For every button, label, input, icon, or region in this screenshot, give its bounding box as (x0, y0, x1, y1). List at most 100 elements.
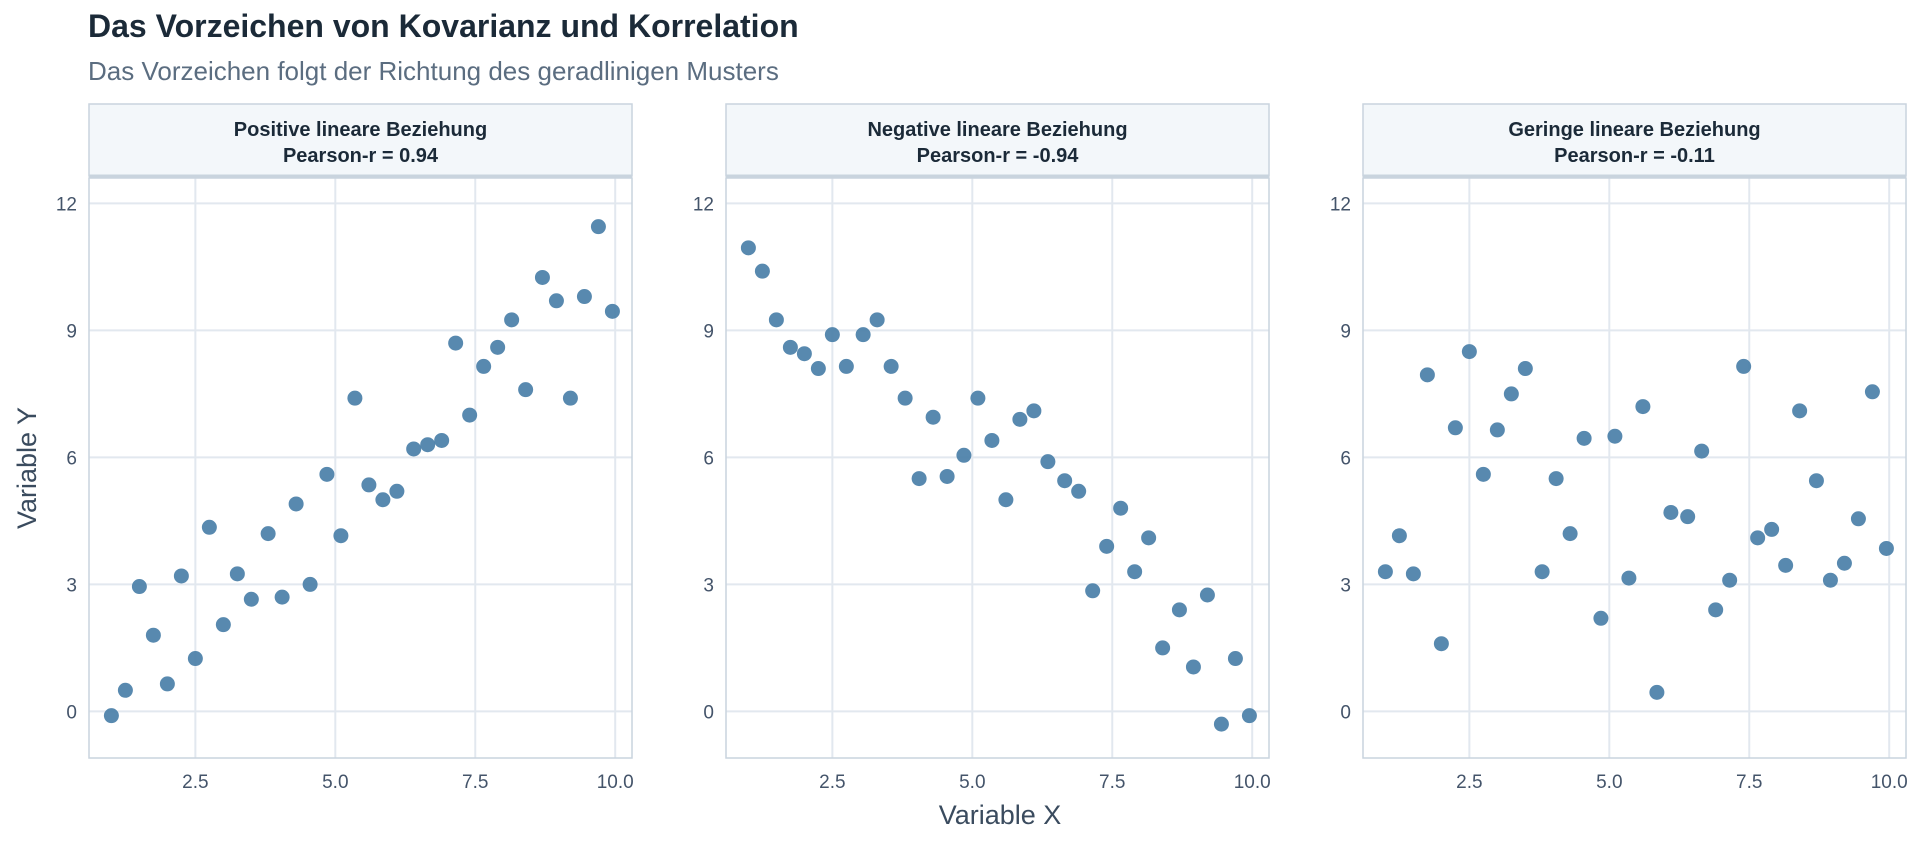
data-point (490, 339, 506, 355)
data-point (476, 358, 492, 374)
x-tick-label: 2.5 (819, 772, 845, 793)
facet-correlation-1: Pearson-r = 0.94 (283, 145, 439, 167)
data-point (1419, 367, 1435, 383)
data-point (883, 358, 899, 374)
data-point (389, 483, 405, 499)
y-tick-label: 3 (1340, 575, 1351, 596)
data-point (1736, 358, 1752, 374)
facet-strip-3 (1362, 103, 1907, 177)
data-point (1722, 572, 1738, 588)
data-point (504, 312, 520, 328)
data-point (229, 566, 245, 582)
data-point (604, 303, 620, 319)
y-tick-label: 0 (1340, 702, 1351, 723)
data-point (782, 339, 798, 355)
data-point (117, 682, 133, 698)
data-point (1085, 583, 1101, 599)
data-point (1012, 411, 1028, 427)
data-point (576, 289, 592, 305)
data-point (1750, 530, 1766, 546)
data-point (1808, 473, 1824, 489)
data-point (1778, 557, 1794, 573)
data-point (434, 432, 450, 448)
data-point (518, 382, 534, 398)
y-tick-label: 9 (1340, 321, 1351, 342)
data-point (1141, 530, 1157, 546)
data-point (1836, 555, 1852, 571)
data-point (1185, 659, 1201, 675)
data-point (534, 269, 550, 285)
x-tick-label: 2.5 (1456, 772, 1482, 793)
data-point (1576, 430, 1592, 446)
data-point (1649, 684, 1665, 700)
data-point (956, 447, 972, 463)
y-tick-label: 12 (1330, 194, 1351, 215)
data-point (1708, 602, 1724, 618)
data-point (740, 240, 756, 256)
y-tick-label: 3 (703, 575, 714, 596)
data-point (869, 312, 885, 328)
data-point (1391, 528, 1407, 544)
data-point (1562, 526, 1578, 542)
data-point (838, 358, 854, 374)
data-point (462, 407, 478, 423)
data-point (274, 589, 290, 605)
x-tick-label: 5.0 (1596, 772, 1622, 793)
data-point (590, 219, 606, 235)
x-tick-label: 7.5 (1736, 772, 1762, 793)
data-point (1241, 708, 1257, 724)
y-tick-label: 6 (1340, 448, 1351, 469)
y-tick-label: 6 (703, 448, 714, 469)
y-tick-label: 12 (56, 194, 77, 215)
data-point (1878, 540, 1894, 556)
data-point (131, 579, 147, 595)
data-point (1099, 538, 1115, 554)
data-point (1377, 564, 1393, 580)
data-point (1057, 473, 1073, 489)
facet-correlation-2: Pearson-r = -0.94 (917, 145, 1080, 167)
y-tick-label: 0 (703, 702, 714, 723)
data-point (1850, 511, 1866, 527)
data-point (1040, 454, 1056, 470)
y-tick-label: 9 (703, 321, 714, 342)
data-point (1127, 564, 1143, 580)
data-point (1635, 399, 1651, 415)
data-point (1199, 587, 1215, 603)
data-point (420, 437, 436, 453)
data-point (1534, 564, 1550, 580)
data-point (1071, 483, 1087, 499)
data-point (1171, 602, 1187, 618)
data-point (1764, 521, 1780, 537)
data-point (448, 335, 464, 351)
data-point (243, 591, 259, 607)
x-tick-label: 5.0 (322, 772, 348, 793)
data-point (925, 409, 941, 425)
panel-border-2 (725, 177, 1270, 759)
data-point (1503, 386, 1519, 402)
data-point (1621, 570, 1637, 586)
data-point (406, 441, 422, 457)
y-tick-label: 3 (66, 575, 77, 596)
data-point (347, 390, 363, 406)
data-point (998, 492, 1014, 508)
data-point (173, 568, 189, 584)
data-point (159, 676, 175, 692)
data-point (1864, 384, 1880, 400)
data-point (1607, 428, 1623, 444)
data-point (1475, 466, 1491, 482)
x-tick-label: 10.0 (1871, 772, 1908, 793)
y-tick-label: 12 (693, 194, 714, 215)
facet-correlation-3: Pearson-r = -0.11 (1554, 145, 1715, 167)
data-point (260, 526, 276, 542)
panel-border-3 (1362, 177, 1907, 759)
data-point (201, 519, 217, 535)
x-axis-title: Variable X (939, 800, 1062, 830)
x-tick-label: 5.0 (959, 772, 985, 793)
data-point (145, 627, 161, 643)
data-point (1155, 640, 1171, 656)
data-point (1113, 500, 1129, 516)
data-point (796, 346, 812, 362)
data-point (855, 327, 871, 343)
data-point (361, 477, 377, 493)
